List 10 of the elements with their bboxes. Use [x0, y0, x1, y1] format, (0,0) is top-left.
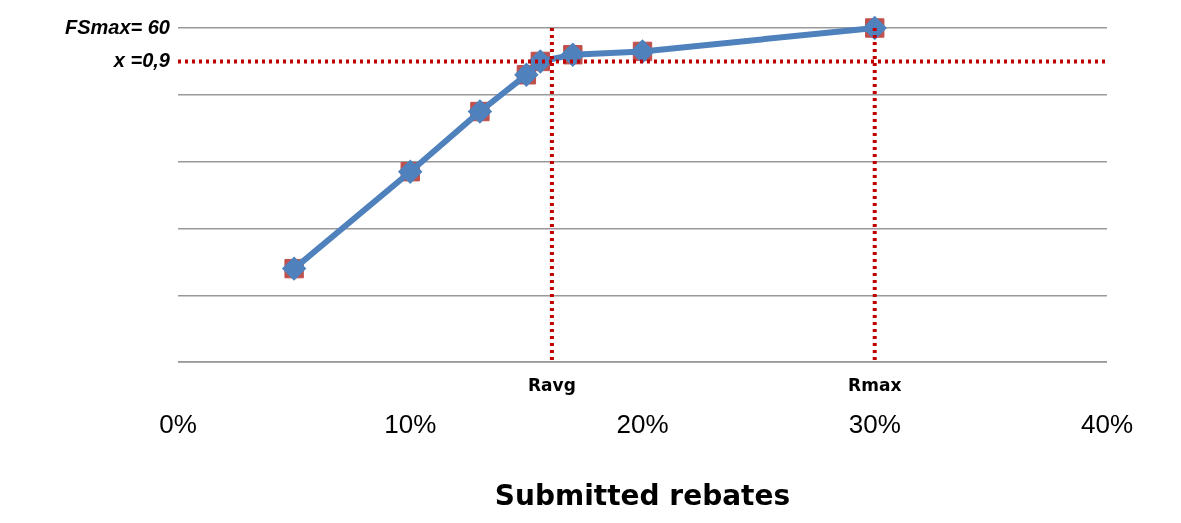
ref-line-label: Rmax — [848, 375, 902, 396]
ref-line-label: x =0,9 — [112, 48, 171, 71]
ref-line-label: Ravg — [528, 375, 576, 396]
x-tick-label: 20% — [616, 408, 669, 439]
x-tick-label: 40% — [1080, 408, 1133, 439]
x-tick-label: 10% — [384, 408, 437, 439]
text: FSmax= 60 — [64, 15, 170, 38]
x-tick-label: 0% — [159, 408, 197, 439]
x-axis-title: Submitted rebates — [494, 479, 791, 513]
x-tick-label: 30% — [848, 408, 901, 439]
